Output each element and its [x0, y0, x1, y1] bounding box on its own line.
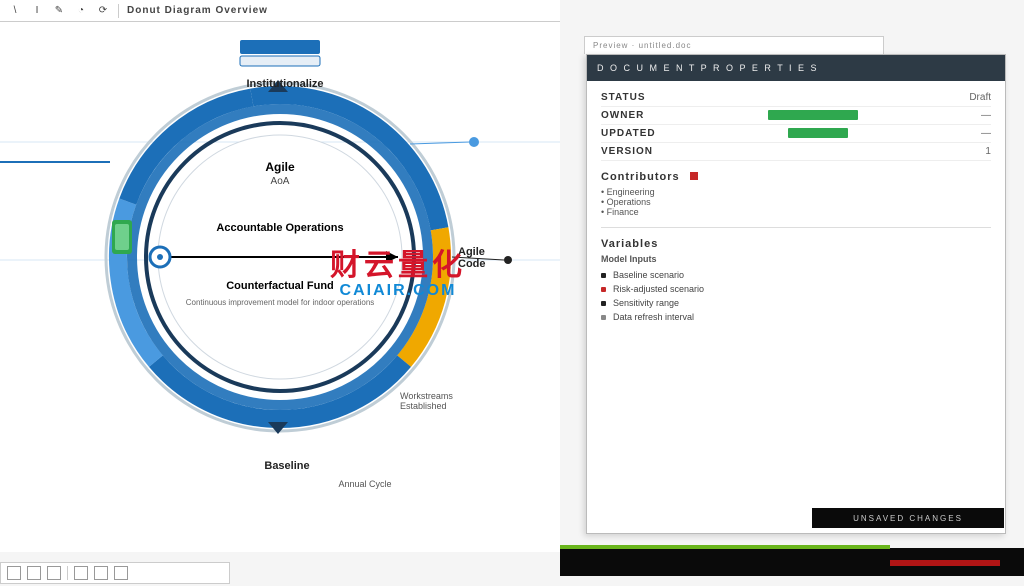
contributor-line: • Engineering — [601, 187, 991, 197]
meta-row: UPDATED— — [601, 125, 991, 143]
label-right2: Workstreams Established — [400, 392, 510, 412]
mini-tool-2[interactable] — [27, 566, 41, 580]
diagram-canvas: Institutionalize Agile Code Workstreams … — [0, 22, 560, 552]
inner-low: Counterfactual Fund Continuous improveme… — [180, 280, 380, 308]
variable-item: Baseline scenario — [601, 268, 991, 282]
toolbar-separator — [118, 4, 119, 18]
panel-tab[interactable]: Preview · untitled.doc — [584, 36, 884, 54]
tool-pen-icon[interactable]: ✎ — [52, 4, 66, 18]
alert-dot-icon — [690, 172, 698, 180]
meta-row: STATUSDraft — [601, 89, 991, 107]
meta-row: VERSION1 — [601, 143, 991, 161]
label-bottom-sub: Annual Cycle — [310, 480, 420, 490]
strip-red — [890, 560, 1000, 566]
toolbar-title: Donut Diagram Overview — [127, 5, 268, 16]
mini-tool-3[interactable] — [47, 566, 61, 580]
label-top: Institutionalize — [240, 78, 330, 90]
label-right: Agile Code — [458, 246, 528, 270]
strip-green — [560, 545, 890, 549]
tool-refresh-icon[interactable]: ⟳ — [96, 4, 110, 18]
inner-top: Agile AoA — [230, 160, 330, 187]
mini-tool-5[interactable] — [94, 566, 108, 580]
variable-item: Risk-adjusted scenario — [601, 282, 991, 296]
tool-text-icon[interactable]: I — [30, 4, 44, 18]
contributor-line: • Operations — [601, 197, 991, 207]
label-bottom: Baseline — [232, 460, 342, 472]
panel-header: D O C U M E N T P R O P E R T I E S — [587, 55, 1005, 81]
top-toolbar: \ I ✎ ◔ ⟳ Donut Diagram Overview — [0, 0, 560, 22]
section-variables-sub: Model Inputs — [601, 254, 991, 264]
variable-item: Data refresh interval — [601, 310, 991, 324]
inner-mid: Accountable Operations — [180, 222, 380, 234]
contributor-line: • Finance — [601, 207, 991, 217]
mini-toolbar — [0, 562, 230, 584]
meta-row: OWNER— — [601, 107, 991, 125]
side-panel: D O C U M E N T P R O P E R T I E S STAT… — [586, 54, 1006, 534]
section-contributors-title: Contributors — [601, 171, 991, 183]
mini-tool-6[interactable] — [114, 566, 128, 580]
panel-footer-bar: UNSAVED CHANGES — [812, 508, 1004, 528]
mini-sep — [67, 566, 68, 580]
variable-list: Baseline scenarioRisk-adjusted scenarioS… — [601, 268, 991, 324]
variable-item: Sensitivity range — [601, 296, 991, 310]
tool-line-icon[interactable]: \ — [8, 4, 22, 18]
tool-pie-icon[interactable]: ◔ — [74, 4, 88, 18]
section-variables-title: Variables — [601, 238, 991, 250]
mini-tool-1[interactable] — [7, 566, 21, 580]
mini-tool-4[interactable] — [74, 566, 88, 580]
